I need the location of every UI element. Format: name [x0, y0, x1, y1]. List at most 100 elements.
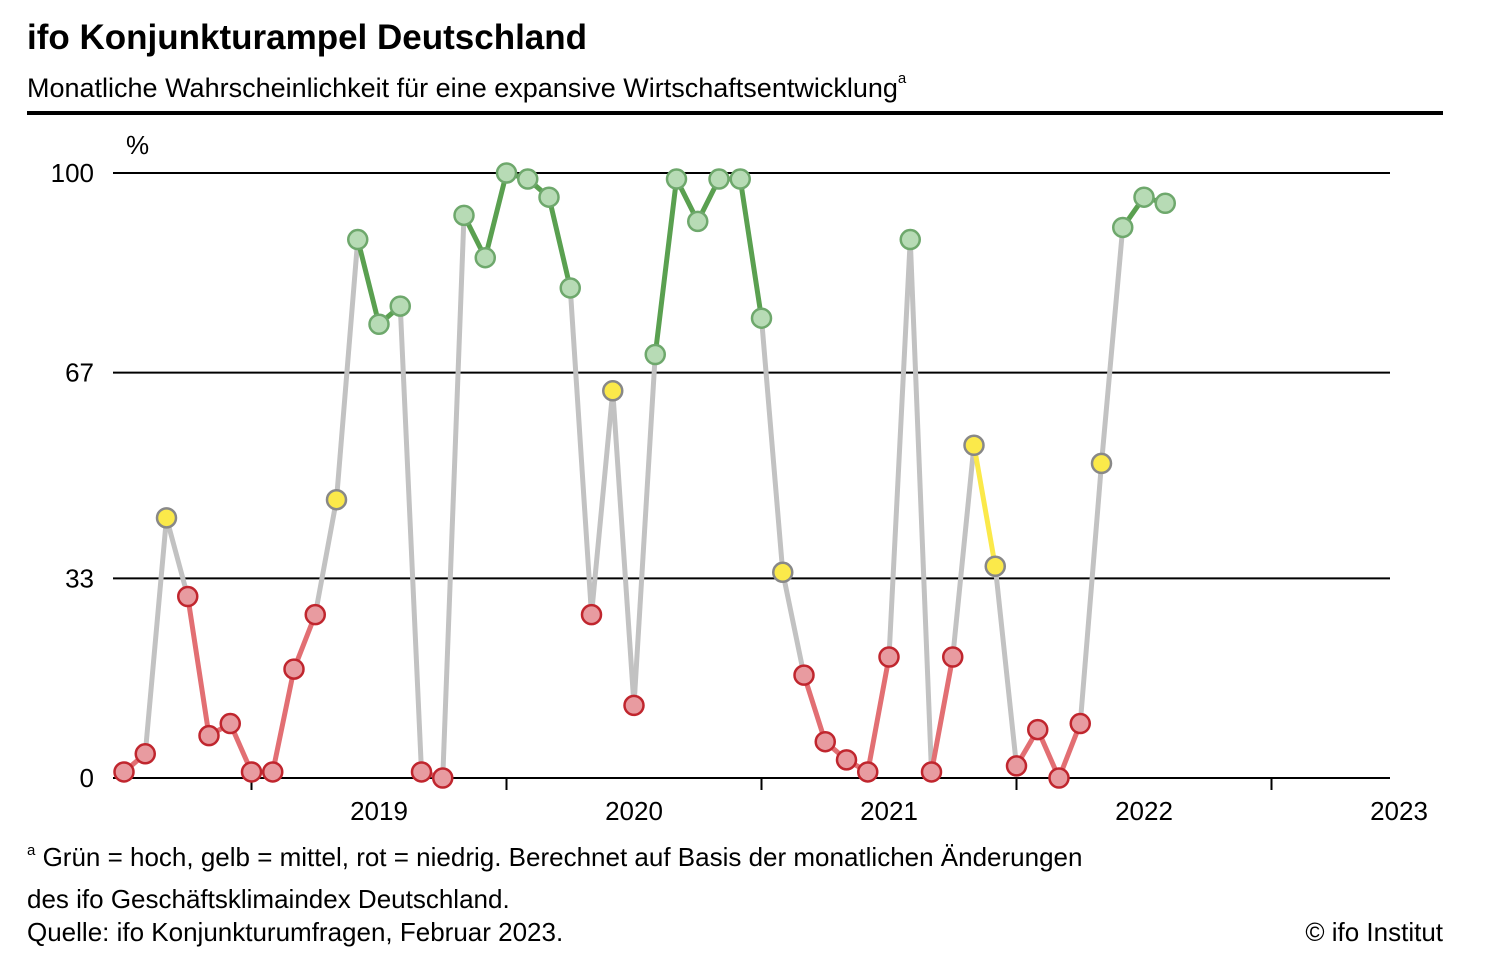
- series-segment: [185, 594, 212, 739]
- y-tick-label: 100: [51, 158, 94, 188]
- copyright: © ifo Institut: [1305, 917, 1443, 947]
- data-point: [623, 694, 645, 717]
- data-point: [580, 603, 603, 626]
- data-point: [942, 646, 964, 668]
- data-point: [602, 380, 624, 402]
- data-point: [432, 767, 454, 789]
- data-point: [1090, 452, 1113, 475]
- data-point: [559, 277, 581, 299]
- y-tick-label: 33: [65, 563, 94, 593]
- series-segments: [121, 170, 1168, 781]
- series-segment: [312, 497, 339, 618]
- data-point: [1069, 712, 1091, 735]
- source-note: Quelle: ifo Konjunkturumfragen, Februar …: [27, 917, 564, 947]
- data-point: [1048, 767, 1070, 789]
- x-tick-label: 2023: [1370, 796, 1428, 826]
- series-segment: [1099, 224, 1126, 466]
- data-point: [708, 168, 730, 190]
- series-segment: [631, 352, 658, 708]
- footnote-mark: a: [27, 842, 36, 859]
- series-segment: [355, 237, 382, 327]
- data-point: [304, 603, 326, 626]
- x-tick-label: 2022: [1115, 796, 1173, 826]
- data-point: [729, 168, 751, 190]
- data-point: [665, 168, 688, 190]
- data-point: [814, 730, 836, 753]
- y-tick-labels: 0 33 67 100: [51, 158, 94, 793]
- data-point: [920, 761, 943, 783]
- chart-title: ifo Konjunkturampel Deutschland: [27, 18, 588, 57]
- data-point: [1133, 186, 1155, 208]
- series-segment: [334, 237, 361, 503]
- data-point: [1005, 755, 1028, 777]
- x-tick-label: 2020: [605, 796, 663, 826]
- data-point: [835, 749, 858, 771]
- data-point: [857, 761, 879, 783]
- y-tick-label: 67: [65, 358, 94, 388]
- data-point: [283, 658, 305, 680]
- series-segment: [1077, 460, 1104, 727]
- series-segment: [270, 666, 297, 775]
- series-segment: [971, 442, 998, 569]
- series-segment: [865, 654, 892, 775]
- footnote-line-2: des ifo Geschäftsklimaindex Deutschland.: [27, 884, 510, 914]
- data-point: [389, 295, 411, 317]
- data-point: [644, 343, 666, 366]
- data-point: [368, 313, 390, 335]
- data-point: [410, 761, 433, 783]
- series-segment: [992, 563, 1019, 769]
- footnote: a Grün = hoch, gelb = mittel, rot = nied…: [27, 830, 1082, 920]
- data-point: [517, 168, 539, 190]
- data-point: [750, 307, 773, 329]
- data-point: [347, 228, 369, 251]
- series-segment: [589, 388, 616, 618]
- series-segment: [546, 194, 573, 291]
- data-point: [495, 162, 518, 184]
- data-point: [198, 724, 220, 747]
- x-axis: 2019 2020 2021 2022 2023: [113, 777, 1428, 826]
- chart-subtitle: Monatliche Wahrscheinlichkeit für eine e…: [27, 70, 906, 104]
- data-point: [1112, 216, 1134, 239]
- series-segment: [801, 672, 828, 745]
- header-rule: [27, 111, 1443, 115]
- series-segment: [759, 315, 786, 575]
- data-point: [772, 561, 794, 584]
- y-axis-label: %: [126, 130, 149, 160]
- series-segment: [142, 515, 169, 757]
- data-point: [177, 585, 199, 608]
- footnote-text-1: Grün = hoch, gelb = mittel, rot = niedri…: [42, 842, 1083, 872]
- data-point: [1027, 718, 1049, 741]
- data-point: [963, 434, 985, 456]
- series-segment: [652, 176, 679, 357]
- series-segment: [886, 237, 913, 660]
- subtitle-footnote-mark: a: [897, 70, 907, 87]
- data-point: [474, 246, 496, 269]
- data-point: [1154, 192, 1176, 214]
- footnote-line-1: a Grün = hoch, gelb = mittel, rot = nied…: [27, 830, 1082, 878]
- series-segment: [164, 515, 191, 599]
- y-tick-label: 0: [80, 763, 94, 793]
- series-segment: [950, 442, 977, 660]
- data-point: [984, 555, 1006, 577]
- data-point: [240, 761, 263, 783]
- series-segment: [397, 303, 424, 775]
- series-segment: [907, 237, 934, 775]
- data-point: [155, 507, 178, 529]
- data-point: [878, 646, 900, 668]
- x-tick-label: 2019: [350, 796, 408, 826]
- x-tick-label: 2021: [860, 796, 918, 826]
- data-point: [793, 664, 815, 686]
- series-segment: [780, 569, 807, 678]
- data-point: [899, 228, 921, 251]
- data-point: [453, 204, 475, 227]
- data-point: [113, 761, 135, 783]
- series-segment: [482, 170, 509, 261]
- series-markers: [113, 162, 1176, 789]
- series-segment: [610, 388, 637, 708]
- data-point: [262, 761, 284, 783]
- data-point: [219, 712, 241, 735]
- chart-subtitle-text: Monatliche Wahrscheinlichkeit für eine e…: [27, 73, 898, 103]
- data-point: [538, 186, 560, 208]
- series-segment: [440, 212, 467, 781]
